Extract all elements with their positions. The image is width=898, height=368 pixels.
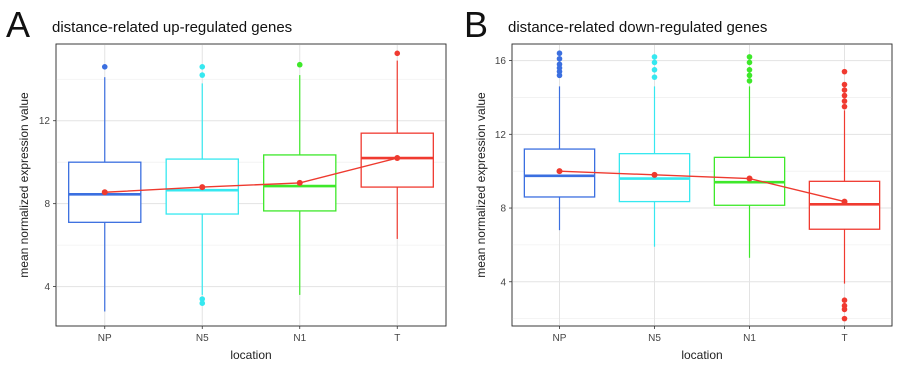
outlier-point	[199, 296, 206, 302]
mean-point	[556, 168, 563, 175]
y-tick-label: 8	[500, 204, 506, 215]
outlier-point	[556, 72, 563, 79]
panel-b: B distance-related down-regulated genes …	[464, 4, 893, 362]
outlier-point	[746, 67, 753, 73]
panel-b-letter: B	[464, 4, 488, 45]
x-tick-label: T	[841, 333, 847, 344]
x-tick-label: N1	[293, 333, 306, 344]
outlier-point	[199, 300, 206, 306]
panel-a-x-ticks: NP N5 N1 T	[98, 326, 400, 344]
box-t	[808, 68, 881, 322]
panel-a-mean-line	[101, 155, 401, 196]
outlier-point	[841, 103, 848, 110]
panel-b-y-axis-label: mean normalized expression value	[474, 92, 488, 278]
y-tick-label: 12	[39, 116, 51, 127]
panel-b-boxes	[523, 50, 881, 322]
x-tick-label: NP	[553, 333, 567, 344]
outlier-point	[746, 59, 753, 66]
panel-a-x-axis-label: location	[230, 348, 271, 362]
y-tick-label: 12	[495, 130, 507, 141]
x-tick-label: N5	[196, 333, 209, 344]
y-tick-label: 16	[495, 56, 507, 67]
outlier-point	[841, 315, 848, 322]
panel-a-letter: A	[6, 4, 30, 45]
outlier-point	[841, 297, 848, 303]
mean-connector-line	[104, 157, 398, 193]
y-tick-label: 4	[44, 282, 50, 293]
panel-a-y-axis-label: mean normalized expression value	[17, 92, 31, 278]
panel-a: A distance-related up-regulated genes 4 8…	[6, 4, 447, 362]
x-tick-label: N1	[743, 333, 756, 344]
outlier-point	[841, 87, 848, 93]
x-tick-label: T	[394, 333, 400, 344]
mean-point	[651, 171, 658, 178]
x-tick-label: NP	[98, 333, 112, 344]
box-n1	[713, 54, 786, 258]
outlier-point	[841, 92, 848, 99]
outlier-point	[746, 54, 753, 60]
outlier-point	[199, 72, 206, 78]
mean-point	[199, 184, 206, 191]
outlier-point	[651, 67, 658, 73]
outlier-point	[296, 61, 303, 68]
panel-b-mean-line	[556, 168, 848, 205]
outlier-point	[556, 55, 563, 62]
x-tick-label: N5	[648, 333, 661, 344]
y-tick-label: 8	[44, 199, 50, 210]
mean-point	[394, 155, 401, 162]
box-n5	[618, 54, 691, 247]
mean-point	[746, 175, 753, 182]
outlier-point	[651, 54, 658, 60]
outlier-point	[101, 64, 108, 70]
panel-b-x-axis-label: location	[681, 348, 722, 362]
outlier-point	[651, 59, 658, 66]
outlier-point	[556, 50, 563, 57]
outlier-point	[841, 98, 848, 104]
panel-a-y-ticks: 4 8 12	[39, 116, 56, 293]
outlier-point	[394, 50, 401, 57]
outlier-point	[841, 306, 848, 313]
mean-point	[841, 198, 848, 205]
outlier-point	[651, 74, 658, 80]
outlier-point	[841, 81, 848, 88]
panel-a-title: distance-related up-regulated genes	[52, 19, 292, 36]
mean-point	[296, 179, 303, 186]
outlier-point	[841, 68, 848, 75]
panel-a-frame	[55, 43, 447, 327]
y-tick-label: 4	[500, 277, 506, 288]
outlier-point	[746, 72, 753, 79]
panel-b-title: distance-related down-regulated genes	[508, 19, 767, 36]
outlier-point	[199, 64, 206, 70]
panel-b-frame	[511, 43, 893, 327]
panel-b-x-ticks: NP N5 N1 T	[553, 326, 848, 344]
panel-b-y-ticks: 4 8 12 16	[495, 56, 512, 288]
outlier-point	[746, 78, 753, 84]
mean-connector-line	[559, 170, 845, 203]
mean-point	[101, 189, 108, 196]
